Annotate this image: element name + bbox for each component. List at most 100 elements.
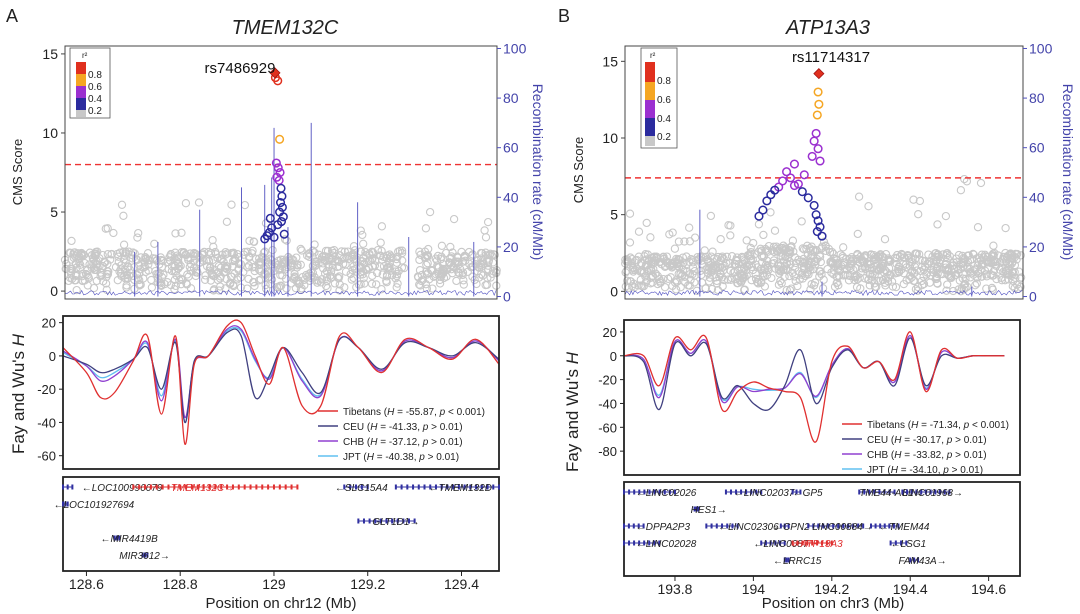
background-snp-point <box>491 268 501 277</box>
background-snp-point <box>413 272 423 281</box>
background-snp-point <box>352 258 361 267</box>
gene-label: ←LINC02306 <box>718 522 779 533</box>
background-snp-point <box>948 261 957 270</box>
gene-exon <box>697 506 700 512</box>
highlighted-snp-point <box>812 110 822 120</box>
background-snp-point <box>924 257 934 266</box>
background-snp-point <box>461 252 470 261</box>
gene-exon <box>463 484 466 490</box>
background-snp-point <box>415 255 424 265</box>
gene-exon <box>862 523 865 529</box>
panel-letter: A <box>6 6 18 26</box>
x-tick-label: 129 <box>262 576 286 592</box>
background-snp-point <box>932 273 941 282</box>
fay-wu-plot: -80 -60 -40 -20 0 20 Fay and Wu's H Tibetans … <box>563 319 1021 476</box>
gene-exon <box>417 484 420 490</box>
gene-exon <box>357 518 360 524</box>
background-snp-point <box>695 255 704 264</box>
gene-exon <box>132 484 135 490</box>
gene-exon <box>832 523 835 529</box>
r2-label-0.8: 0.8 <box>657 76 671 87</box>
background-snp-point <box>625 209 635 218</box>
background-snp-point <box>144 260 153 269</box>
background-snp-point <box>486 273 495 282</box>
background-snp-point <box>335 251 344 260</box>
background-snp-point <box>322 267 332 276</box>
gene-label: TMEM132C→ <box>171 483 234 494</box>
gene-label: ←LSG1 <box>891 539 927 550</box>
recomb-baseline <box>64 289 497 297</box>
background-snp-point <box>124 247 133 256</box>
y-tick-label: -80 <box>598 444 617 459</box>
background-snp-point <box>350 246 360 255</box>
background-snp-point <box>971 281 980 290</box>
background-snp-point <box>208 235 217 245</box>
background-snp-point <box>726 231 735 240</box>
background-snp-point <box>150 254 160 263</box>
background-snp-point <box>344 251 353 261</box>
background-snp-point <box>676 270 685 279</box>
background-snp-point <box>481 233 491 242</box>
background-snp-point <box>75 258 84 268</box>
gene-label: LINC00884→ <box>812 522 873 533</box>
background-snp-point <box>377 246 386 256</box>
background-snp-point <box>625 238 635 247</box>
lead-snp <box>813 68 825 80</box>
background-snp-point <box>902 276 911 285</box>
background-snp-point <box>248 263 257 272</box>
background-snp-point <box>179 249 188 258</box>
background-snp-point <box>356 280 365 289</box>
r2-swatch-low <box>76 110 86 117</box>
background-snp-point <box>726 275 735 284</box>
y2-tick-label: 60 <box>503 140 519 156</box>
background-snp-point <box>914 210 923 219</box>
background-snp-point <box>737 252 747 262</box>
background-snp-point <box>196 258 205 267</box>
r2-swatch-0.4 <box>645 100 655 118</box>
gene-label: ←LINC02028 <box>636 539 697 550</box>
gene-exon <box>385 518 388 524</box>
background-snp-point <box>119 211 128 220</box>
background-snp-point <box>116 269 126 278</box>
gene-label: ←LRRC15 <box>773 556 822 567</box>
background-snp-point <box>165 253 174 262</box>
gene-label: FAM43A→ <box>898 556 946 567</box>
r2-swatch-0.6 <box>645 82 655 100</box>
gene-exon <box>492 484 495 490</box>
y2-tick-label: 60 <box>1029 140 1045 156</box>
gene-label: ←LINC0087 <box>753 539 808 550</box>
background-snp-point <box>716 269 725 278</box>
background-snp-point <box>144 266 153 275</box>
recombination-rate-lines <box>624 209 1023 297</box>
background-snp-point <box>335 280 344 289</box>
gene-exon <box>878 489 881 495</box>
gene-exon <box>779 523 782 529</box>
background-snp-point <box>918 280 927 290</box>
x-tick-label: 194.4 <box>893 581 928 597</box>
background-snp-point <box>323 284 332 293</box>
background-snp-point <box>880 268 889 277</box>
background-snp-point <box>368 271 377 280</box>
gene-exon <box>144 552 147 558</box>
gene-exon <box>278 484 281 490</box>
gene-exon <box>400 484 403 490</box>
background-snp-point <box>1000 276 1010 285</box>
gene-exon <box>480 484 483 490</box>
gene-exon <box>643 489 646 495</box>
background-snp-point <box>961 274 970 284</box>
cms-plot-frame <box>624 45 1024 300</box>
gene-exon <box>920 489 923 495</box>
gene-exon <box>801 540 804 546</box>
background-snp-point <box>777 243 787 253</box>
highlighted-snp-point <box>273 76 283 86</box>
cms-ylabel: CMS Score <box>571 137 586 203</box>
gene-exon <box>179 484 182 490</box>
background-snp-point <box>223 249 232 258</box>
background-snp-point <box>780 272 789 282</box>
background-snp-point <box>697 256 706 265</box>
background-snp-point <box>91 247 100 257</box>
gene-exon <box>729 489 732 495</box>
highlighted-snp-point <box>762 196 772 206</box>
fay-wu-series <box>623 331 1005 443</box>
